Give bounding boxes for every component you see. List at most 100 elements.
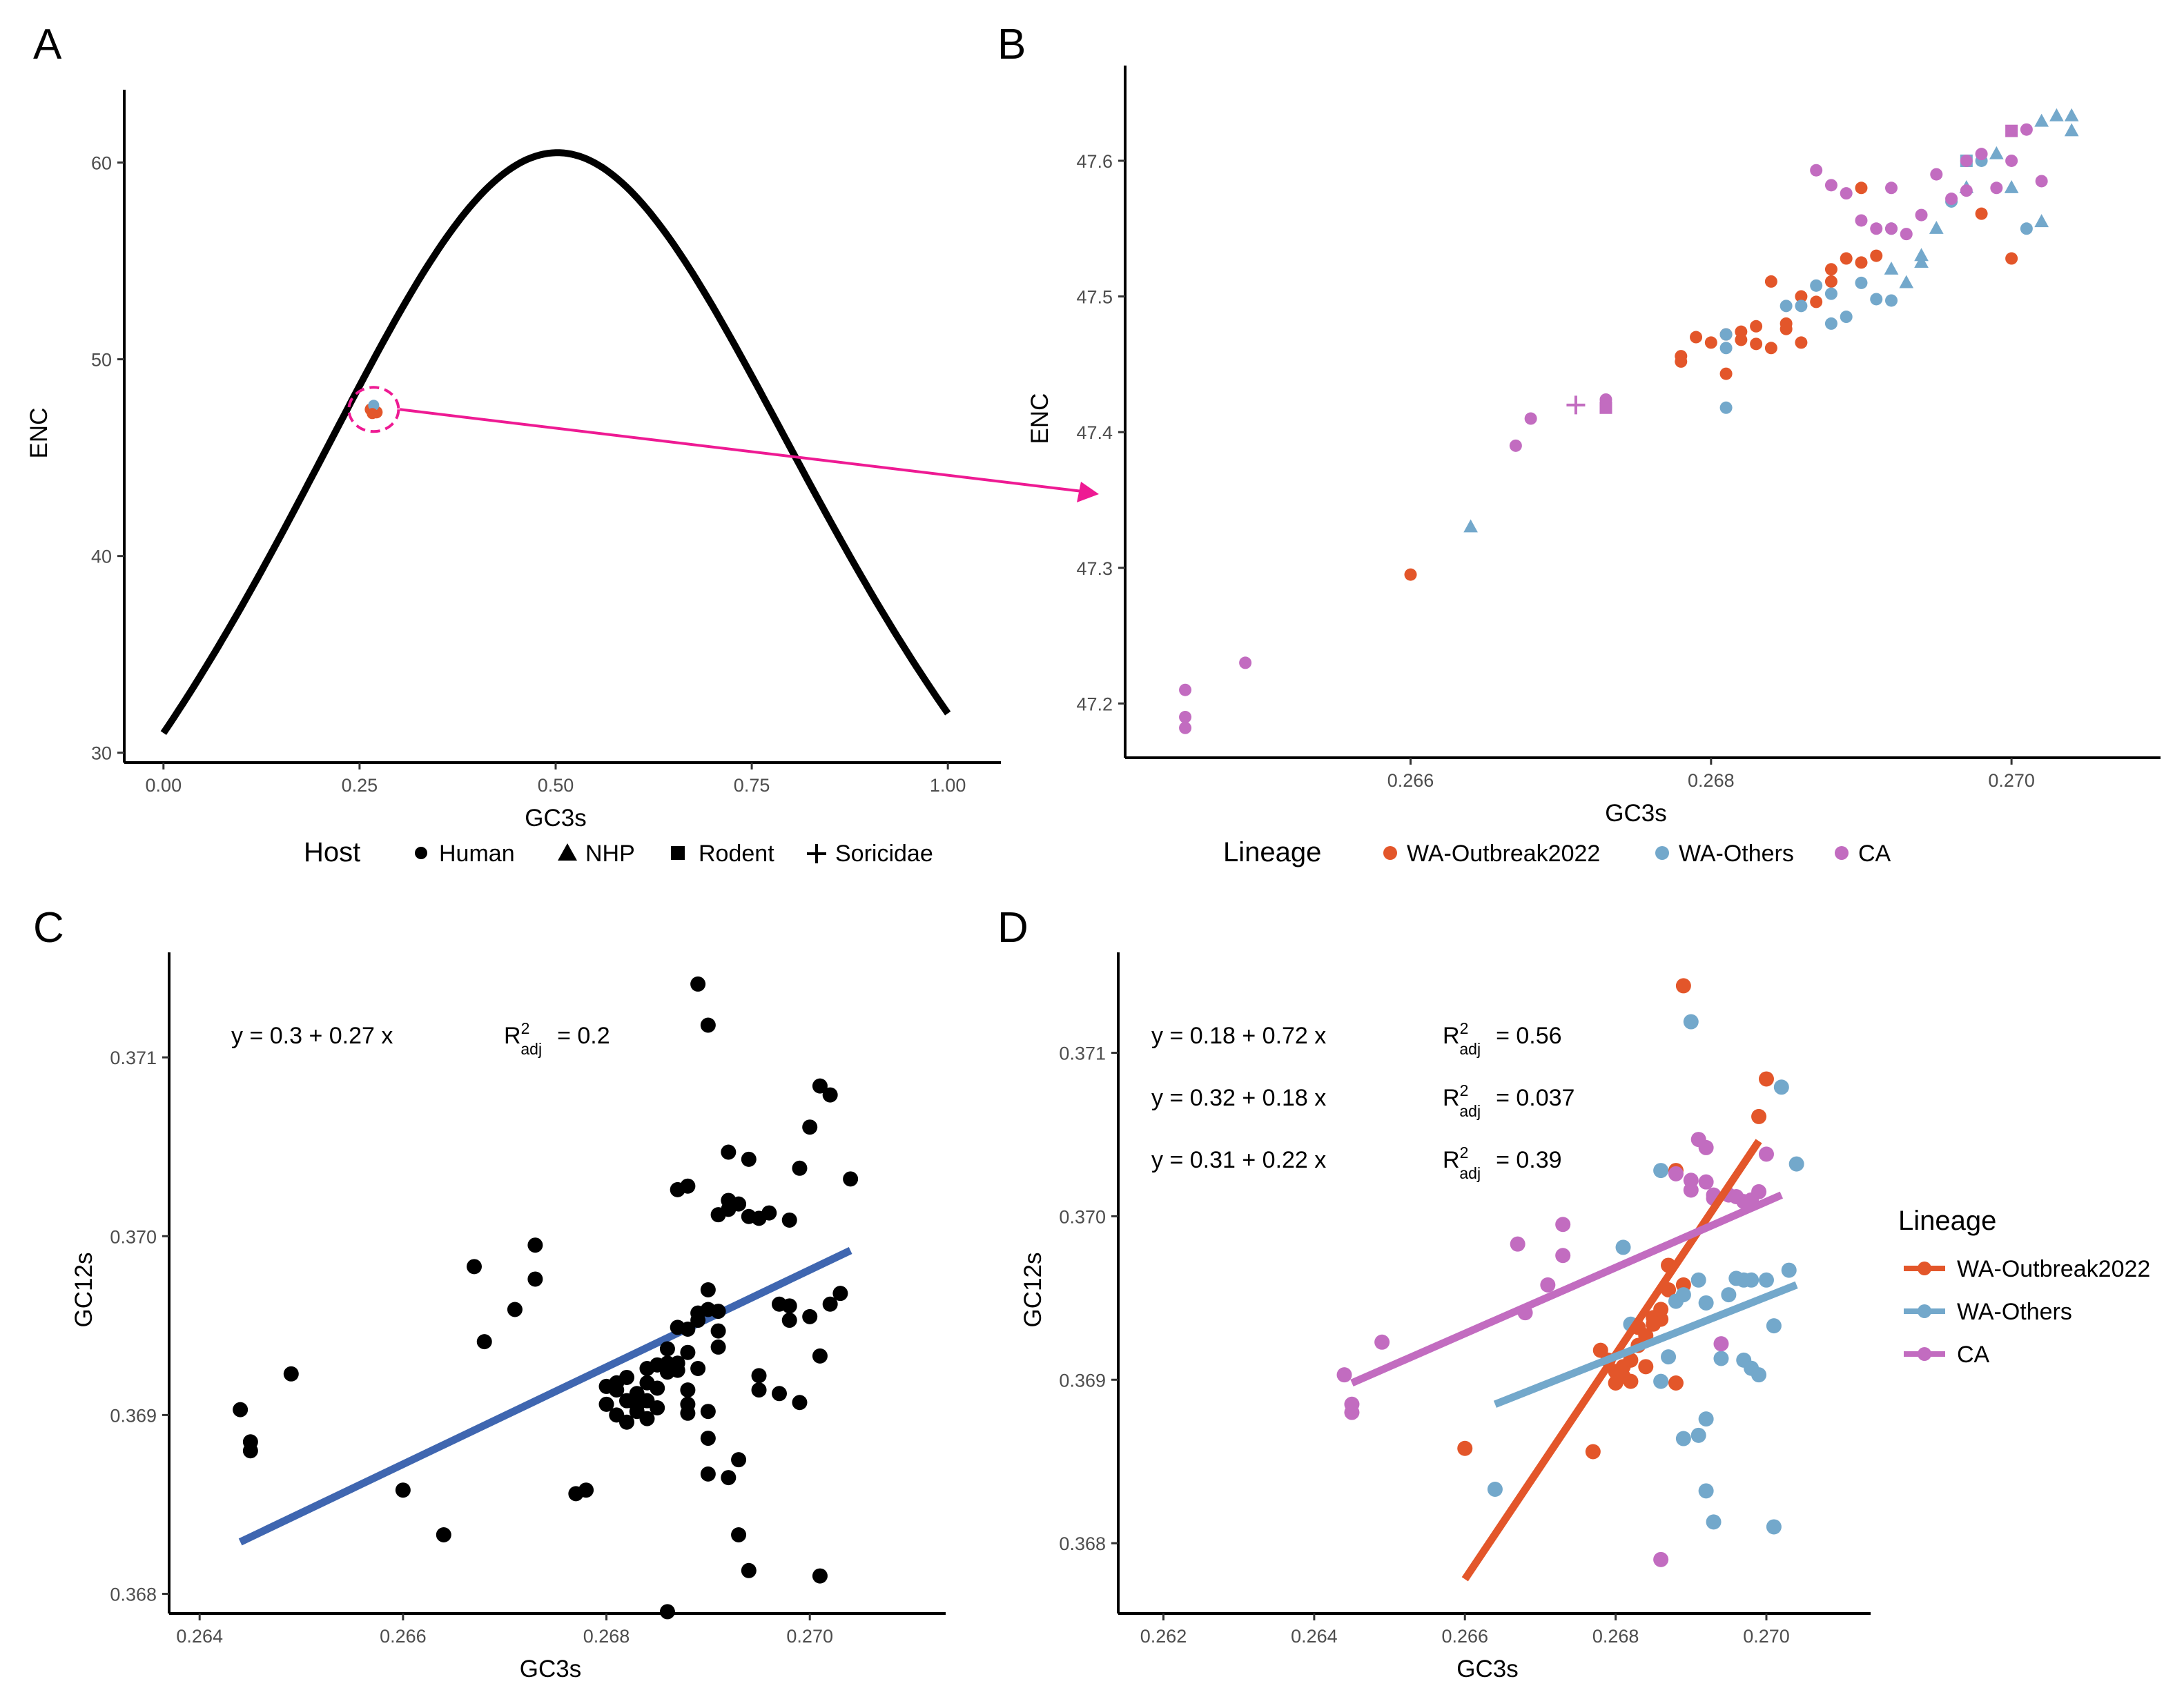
panel-b-point bbox=[1599, 401, 1612, 414]
panel-c-point bbox=[843, 1171, 859, 1187]
panel-d-point bbox=[1751, 1108, 1767, 1124]
panel-d-point bbox=[1336, 1367, 1352, 1383]
host-legend-nhp: NHP bbox=[585, 841, 635, 867]
panel-d-y-tick-label: 0.368 bbox=[1059, 1533, 1106, 1554]
panel-b-point bbox=[1764, 275, 1777, 288]
panel-c-point bbox=[822, 1296, 838, 1312]
panel-d-point bbox=[1661, 1349, 1677, 1365]
panel-b-point bbox=[1975, 148, 1988, 161]
panel-d-point bbox=[1690, 1427, 1706, 1443]
panel-b-point bbox=[1239, 656, 1252, 669]
panel-a-y-axis-title: ENC bbox=[26, 408, 52, 459]
panel-b-y-tick-label: 47.6 bbox=[1076, 151, 1113, 172]
panel-d-point bbox=[1555, 1248, 1571, 1264]
panel-b-point bbox=[1780, 322, 1793, 335]
panel-c-point bbox=[792, 1395, 808, 1411]
panel-c-point bbox=[700, 1404, 716, 1420]
panel-c-point bbox=[476, 1334, 492, 1350]
panel-b-point bbox=[1945, 193, 1958, 206]
panel-c-point bbox=[650, 1400, 665, 1416]
panel-d-point bbox=[1698, 1174, 1714, 1190]
panel-d-point bbox=[1690, 1272, 1706, 1288]
panel-b-point bbox=[1855, 214, 1868, 227]
panel-c-chart: 0.264 0.266 0.268 0.270 0.368 0.369 0.370 0.371… bbox=[70, 952, 946, 1683]
lineage-legend-d-title: Lineage bbox=[1898, 1206, 1996, 1236]
panel-d-point bbox=[1751, 1184, 1767, 1199]
panel-c-point bbox=[721, 1144, 737, 1160]
panel-b-point bbox=[1884, 261, 1899, 275]
panel-a-chart: 0.00 0.25 0.50 0.75 1.00 30 40 50 60 GC3s ENC bbox=[26, 90, 1001, 832]
panel-c-x-tick-label: 0.266 bbox=[380, 1626, 427, 1647]
panel-b-y-tick-label: 47.3 bbox=[1076, 558, 1113, 579]
panel-b-point bbox=[1690, 331, 1703, 344]
panel-b-point bbox=[1824, 263, 1837, 276]
panel-d-x-tick-label: 0.262 bbox=[1140, 1626, 1187, 1647]
panel-b-x-axis-title: GC3s bbox=[1605, 800, 1666, 827]
panel-b-point bbox=[1179, 711, 1192, 724]
legend-circle-icon bbox=[415, 847, 427, 859]
legend-ca-dot-icon bbox=[1835, 846, 1849, 860]
arrow-shaft bbox=[400, 408, 1083, 493]
panel-d-equation: y = 0.18 + 0.72 x bbox=[1151, 1023, 1326, 1049]
panel-d-point bbox=[1540, 1277, 1556, 1293]
legend-triangle-icon bbox=[558, 843, 577, 861]
panel-c-y-tick-label: 0.368 bbox=[110, 1584, 157, 1605]
panel-c-point bbox=[659, 1341, 675, 1357]
panel-a-x-tick-label: 1.00 bbox=[930, 775, 966, 796]
panel-c-point bbox=[659, 1604, 675, 1620]
panel-d-r2: R2 adj = 0.56 bbox=[1443, 1019, 1562, 1058]
panel-b-point bbox=[2034, 214, 2049, 228]
panel-b-y-axis-title: ENC bbox=[1026, 393, 1053, 444]
legend-ca-marker-icon bbox=[1918, 1347, 1931, 1361]
panel-c-point bbox=[710, 1339, 726, 1355]
panel-c-point bbox=[731, 1196, 747, 1212]
legend-others-dot-icon bbox=[1655, 846, 1669, 860]
panel-c-point bbox=[680, 1344, 696, 1360]
panel-b-point bbox=[1524, 412, 1537, 425]
panel-d-point bbox=[1623, 1373, 1639, 1389]
legend-square-icon bbox=[671, 846, 685, 860]
panel-b-point bbox=[1840, 252, 1853, 265]
panel-a-y-tick-label: 60 bbox=[91, 153, 112, 174]
panel-c-point bbox=[721, 1470, 737, 1486]
arrow-head-icon bbox=[1077, 482, 1099, 502]
panel-b-point bbox=[1795, 336, 1808, 349]
panel-b-point bbox=[1989, 146, 2004, 159]
panel-d-point bbox=[1721, 1287, 1737, 1303]
panel-b-point bbox=[1735, 325, 1748, 338]
lineage-legend-b: Lineage WA-Outbreak2022 WA-Others CA bbox=[1223, 837, 1891, 867]
panel-b-y-tick-label: 47.5 bbox=[1076, 287, 1113, 308]
lineage-legend-d: Lineage WA-Outbreak2022 WA-Others CA bbox=[1898, 1206, 2150, 1368]
panel-d-point bbox=[1585, 1444, 1601, 1460]
panel-c-point bbox=[812, 1348, 828, 1364]
panel-d-point bbox=[1638, 1359, 1654, 1375]
panel-d-x-tick-label: 0.264 bbox=[1291, 1626, 1338, 1647]
panel-c-point bbox=[700, 1431, 716, 1446]
panel-c-point bbox=[578, 1482, 594, 1498]
panel-d-point bbox=[1713, 1336, 1729, 1352]
host-legend-rodent: Rodent bbox=[699, 841, 774, 867]
panel-b-x-tick-label: 0.268 bbox=[1688, 770, 1735, 791]
panel-d-point bbox=[1698, 1411, 1714, 1427]
panel-c-point bbox=[395, 1482, 411, 1498]
panel-c-y-tick-label: 0.369 bbox=[110, 1405, 157, 1426]
legend-outbreak-dot-icon bbox=[1383, 846, 1397, 860]
panel-c-point bbox=[781, 1313, 797, 1328]
panel-b-point bbox=[1960, 154, 1973, 167]
panel-b-point bbox=[2064, 123, 2079, 137]
panel-c-point bbox=[781, 1212, 797, 1228]
panel-d-point bbox=[1788, 1156, 1804, 1172]
panel-b-point bbox=[1929, 221, 1944, 234]
panel-d-y-axis-title: GC12s bbox=[1020, 1253, 1046, 1328]
panel-d-point bbox=[1555, 1217, 1571, 1233]
panel-b-y-tick-label: 47.2 bbox=[1076, 694, 1113, 714]
panel-b-point bbox=[1855, 182, 1868, 195]
panel-d-point bbox=[1344, 1404, 1360, 1420]
panel-a-x-tick-label: 0.75 bbox=[734, 775, 770, 796]
lineage-legend-d-outbreak: WA-Outbreak2022 bbox=[1957, 1256, 2150, 1282]
lineage-legend-d-ca: CA bbox=[1957, 1342, 1990, 1368]
panel-b-point bbox=[1810, 164, 1823, 177]
panel-d-y-tick-label: 0.371 bbox=[1059, 1043, 1106, 1064]
host-legend-title: Host bbox=[304, 837, 360, 867]
